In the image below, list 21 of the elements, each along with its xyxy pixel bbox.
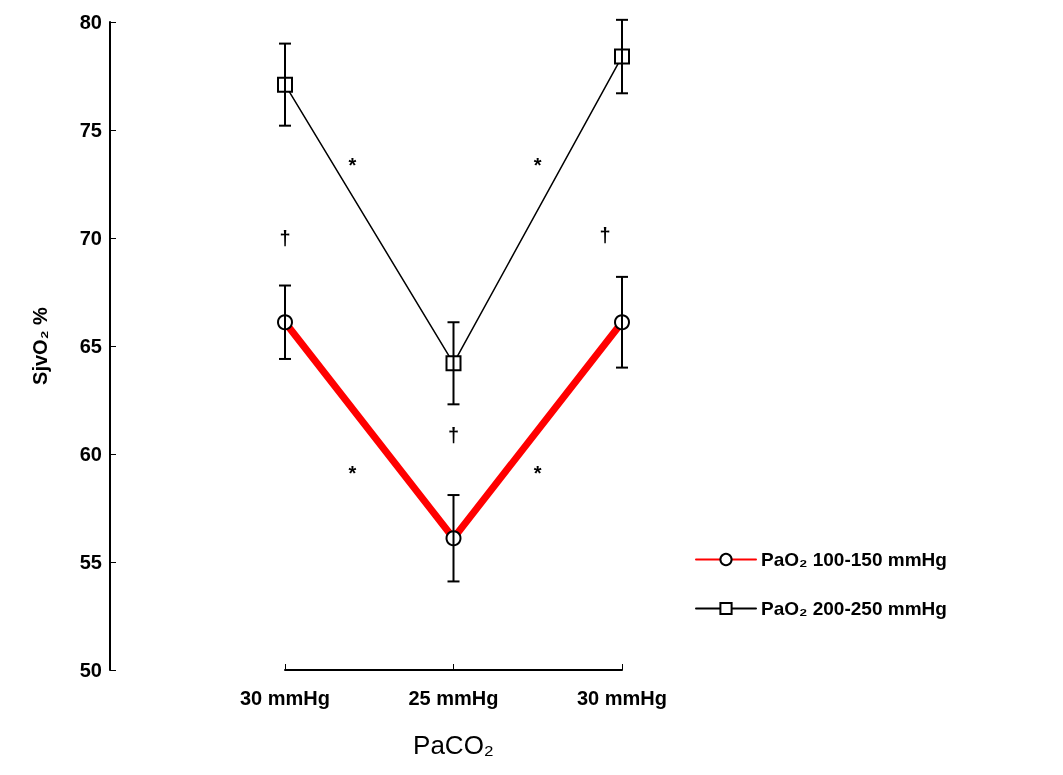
x-tick-label: 30 mmHg <box>576 687 668 709</box>
annotation: † <box>279 227 291 249</box>
y-tick-label: 75 <box>79 119 102 141</box>
y-tick-label: 60 <box>79 443 102 465</box>
y-tick-label: 65 <box>79 335 102 357</box>
annotation: † <box>447 424 460 446</box>
annotation: * <box>348 462 357 484</box>
y-tick-label: 50 <box>79 659 102 681</box>
x-axis-title: PaCO₂ <box>413 730 494 760</box>
y-tick-label: 55 <box>79 551 102 573</box>
annotation: * <box>533 462 542 484</box>
annotation: † <box>599 224 611 246</box>
x-tick-label: 30 mmHg <box>239 687 331 709</box>
annotation: * <box>348 154 357 176</box>
y-tick-label: 80 <box>79 11 102 33</box>
y-axis-title: SjvO₂ % <box>29 306 51 385</box>
y-tick-label: 70 <box>79 227 102 249</box>
legend-label: PaO₂ 100-150 mmHg <box>761 549 947 570</box>
annotation: * <box>533 154 542 176</box>
x-tick-label: 25 mmHg <box>408 687 499 709</box>
legend-label: PaO₂ 200-250 mmHg <box>761 598 947 619</box>
